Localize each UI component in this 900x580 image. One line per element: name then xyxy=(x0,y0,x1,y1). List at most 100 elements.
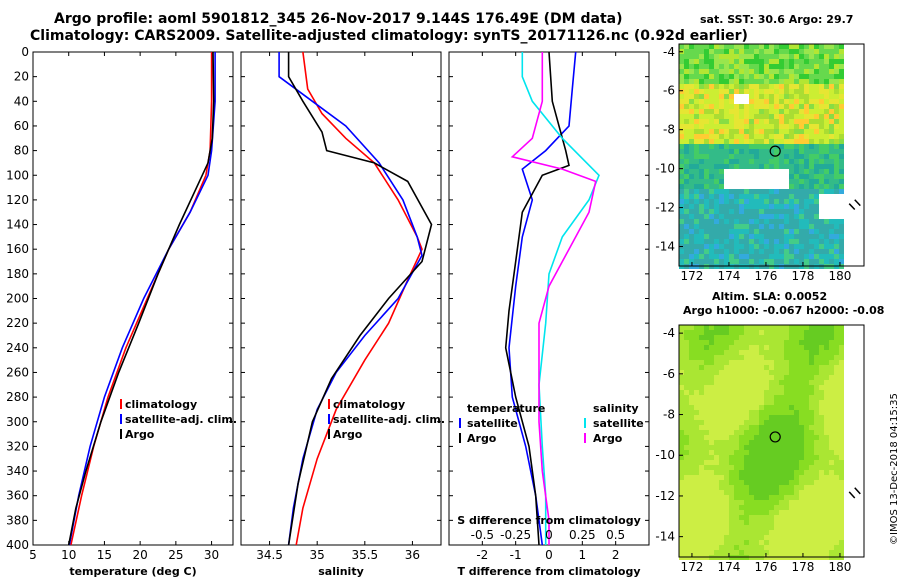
argo-position-marker xyxy=(769,145,781,157)
y-tick-label: 160 xyxy=(6,242,29,256)
top-tick-label: 0 xyxy=(545,528,553,542)
x-axis-label: salinity xyxy=(318,565,364,578)
map-x-tick-label: 178 xyxy=(791,560,814,574)
map-y-tick-label: -8 xyxy=(663,408,675,422)
plot-frame-difference xyxy=(448,51,650,546)
map-y-tick-label: -14 xyxy=(655,240,675,254)
y-tick-label: 20 xyxy=(14,70,29,84)
legend-label: Argo xyxy=(333,428,363,441)
header-line-1: Argo profile: aoml 5901812_345 26-Nov-20… xyxy=(54,11,623,27)
x-axis-label: T difference from climatology xyxy=(457,565,640,578)
top-axis-label: S difference from climatology xyxy=(457,514,641,527)
map-x-tick-label: 180 xyxy=(828,560,851,574)
argo-position-marker xyxy=(769,431,781,443)
y-tick-label: 80 xyxy=(14,144,29,158)
x-tick-label: 1 xyxy=(579,548,587,562)
map-x-tick-label: 178 xyxy=(791,269,814,283)
y-tick-label: 280 xyxy=(6,390,29,404)
plot-frame-salinity xyxy=(240,51,442,546)
y-tick-label: 320 xyxy=(6,439,29,453)
x-tick-label: 25 xyxy=(168,548,183,562)
sla-map-frame xyxy=(678,324,865,558)
island-mark xyxy=(848,203,856,211)
y-tick-label: 260 xyxy=(6,365,29,379)
island-mark xyxy=(854,487,861,495)
series-line-t-argo xyxy=(504,51,570,546)
x-tick-label: 15 xyxy=(97,548,112,562)
series-line-s-argo xyxy=(510,52,597,545)
map-x-tick-label: 172 xyxy=(680,269,703,283)
sst-map-field xyxy=(679,44,844,269)
map-x-tick-label: 180 xyxy=(828,269,851,283)
map-x-tick-label: 174 xyxy=(717,269,740,283)
map-y-tick-label: -8 xyxy=(663,123,675,137)
sla-map-title-1: Altim. SLA: 0.0052 xyxy=(712,290,828,303)
x-tick-label: -2 xyxy=(476,548,488,562)
legend-label: Argo xyxy=(593,432,623,445)
sla-map-title-2: Argo h1000: -0.067 h2000: -0.08 xyxy=(683,304,885,317)
series-line-s-satellite xyxy=(521,52,600,545)
plot-frame-temperature xyxy=(32,51,234,546)
legend-label: satellite xyxy=(467,417,518,430)
x-tick-label: 34.5 xyxy=(256,548,283,562)
map-y-tick-label: -14 xyxy=(655,530,675,544)
map-x-tick-label: 176 xyxy=(754,269,777,283)
header-line-2: Climatology: CARS2009. Satellite-adjuste… xyxy=(30,28,748,44)
map-y-tick-label: -10 xyxy=(655,162,675,176)
series-line-argo xyxy=(67,51,215,546)
legend-label: Argo xyxy=(467,432,497,445)
x-tick-label: 2 xyxy=(612,548,620,562)
map-x-tick-label: 174 xyxy=(717,560,740,574)
y-tick-label: 380 xyxy=(6,513,29,527)
map-y-tick-label: -4 xyxy=(663,326,675,340)
map-y-tick-label: -12 xyxy=(655,489,675,503)
series-line-climatology xyxy=(295,51,423,546)
map-y-tick-label: -6 xyxy=(663,367,675,381)
y-tick-label: 400 xyxy=(6,538,29,552)
top-tick-label: 0.5 xyxy=(606,528,625,542)
y-tick-label: 40 xyxy=(14,94,29,108)
x-tick-label: 35 xyxy=(310,548,325,562)
map-y-tick-label: -12 xyxy=(655,201,675,215)
y-tick-label: 240 xyxy=(6,341,29,355)
x-tick-label: 30 xyxy=(204,548,219,562)
sst-map-frame xyxy=(678,43,865,267)
top-tick-label: -0.5 xyxy=(471,528,494,542)
x-axis-label: temperature (deg C) xyxy=(69,565,196,578)
series-line-argo xyxy=(287,52,433,546)
legend-title-temperature: temperature xyxy=(467,402,545,415)
y-tick-label: 360 xyxy=(6,489,29,503)
x-tick-label: -1 xyxy=(510,548,522,562)
legend-label: satellite-adj. clim. xyxy=(125,413,237,426)
y-tick-label: 180 xyxy=(6,267,29,281)
legend-label: satellite xyxy=(593,417,644,430)
y-tick-label: 300 xyxy=(6,415,29,429)
legend-label: satellite-adj. clim. xyxy=(333,413,445,426)
y-tick-label: 0 xyxy=(21,45,29,59)
y-tick-label: 220 xyxy=(6,316,29,330)
legend-title-salinity: salinity xyxy=(593,402,639,415)
y-tick-label: 100 xyxy=(6,168,29,182)
map-x-tick-label: 176 xyxy=(754,560,777,574)
y-tick-label: 60 xyxy=(14,119,29,133)
legend-label: climatology xyxy=(125,398,197,411)
legend-label: Argo xyxy=(125,428,155,441)
legend-label: climatology xyxy=(333,398,405,411)
y-tick-label: 340 xyxy=(6,464,29,478)
x-tick-label: 0 xyxy=(545,548,553,562)
map-y-tick-label: -10 xyxy=(655,448,675,462)
top-tick-label: 0.25 xyxy=(569,528,596,542)
x-tick-label: 20 xyxy=(133,548,148,562)
y-tick-label: 140 xyxy=(6,218,29,232)
island-mark xyxy=(848,491,856,499)
x-tick-label: 36 xyxy=(405,548,420,562)
map-y-tick-label: -6 xyxy=(663,84,675,98)
y-tick-label: 120 xyxy=(6,193,29,207)
x-tick-label: 10 xyxy=(61,548,76,562)
sst-map-title: sat. SST: 30.6 Argo: 29.7 xyxy=(700,13,854,26)
series-line-t-satellite xyxy=(508,51,577,546)
map-y-tick-label: -4 xyxy=(663,45,675,59)
top-tick-label: -0.25 xyxy=(500,528,531,542)
sla-map-field xyxy=(679,325,844,560)
